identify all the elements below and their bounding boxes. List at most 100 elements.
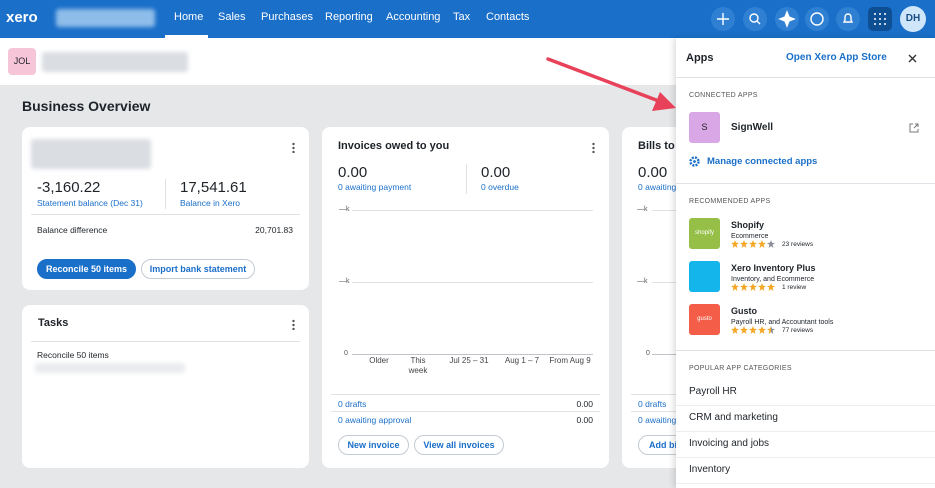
org-switcher[interactable] bbox=[56, 9, 155, 27]
axis-line bbox=[352, 354, 593, 355]
stat-value: 0.00 bbox=[481, 164, 511, 181]
nav-item[interactable]: Purchases bbox=[261, 11, 313, 23]
top-nav: xero Home Sales Purchases Reporting Acco… bbox=[0, 0, 935, 38]
add-bill-button[interactable]: Add bi bbox=[638, 435, 676, 455]
category-item[interactable]: CRM and marketing bbox=[689, 412, 778, 423]
nav-item[interactable]: Home bbox=[174, 11, 204, 23]
rating-star bbox=[758, 326, 766, 334]
logo[interactable]: xero bbox=[6, 9, 38, 26]
card-title: Bills to bbox=[638, 140, 675, 152]
menu[interactable] bbox=[592, 142, 595, 153]
task-item[interactable]: Reconcile 50 items bbox=[37, 350, 109, 360]
menu[interactable] bbox=[292, 142, 295, 153]
row-label[interactable]: 0 awaiting bbox=[638, 415, 676, 425]
app-name[interactable]: SignWell bbox=[731, 122, 774, 133]
rating-star bbox=[749, 283, 757, 291]
x-tick-label: From Aug 9 bbox=[549, 356, 591, 365]
card-title: Tasks bbox=[38, 317, 69, 329]
bills-card: Bills to 0.00 0 awaiting —k —k 0 0 draft… bbox=[622, 127, 676, 468]
apps-panel: Apps Open Xero App Store CONNECTED APPS … bbox=[676, 38, 935, 488]
divider bbox=[676, 483, 935, 484]
import-button[interactable]: Import bank statement bbox=[141, 259, 255, 279]
app-icon: shopify bbox=[689, 218, 720, 249]
rating-star bbox=[758, 283, 766, 291]
rating-star bbox=[749, 326, 757, 334]
nav-icons bbox=[711, 6, 926, 32]
new-invoice-button[interactable]: New invoice bbox=[338, 435, 409, 455]
app-name[interactable]: Shopify bbox=[731, 220, 764, 230]
divider bbox=[331, 411, 600, 412]
section-heading: RECOMMENDED APPS bbox=[689, 198, 771, 205]
store-link[interactable]: Open Xero App Store bbox=[786, 52, 887, 63]
stat-label[interactable]: 0 awaiting payment bbox=[338, 182, 412, 192]
stat-value: 0.00 bbox=[338, 164, 368, 181]
nav-item[interactable]: Accounting bbox=[386, 11, 441, 23]
rating-star bbox=[767, 326, 775, 334]
divider bbox=[676, 350, 935, 351]
app-name[interactable]: Xero Inventory Plus bbox=[731, 263, 816, 273]
diff-value: 20,701.83 bbox=[255, 225, 293, 235]
bank-card: -3,160.22 Statement balance (Dec 31) 17,… bbox=[22, 127, 309, 290]
avatar[interactable]: DH bbox=[905, 13, 921, 24]
row-label[interactable]: 0 drafts bbox=[638, 399, 667, 409]
row-value: 0.00 bbox=[576, 399, 593, 409]
x-tick-label: This week bbox=[408, 356, 428, 375]
row-value: 0.00 bbox=[576, 415, 593, 425]
account-name bbox=[31, 139, 151, 169]
nav-item[interactable]: Contacts bbox=[486, 11, 530, 23]
rating-star bbox=[740, 283, 748, 291]
grid-line bbox=[652, 282, 676, 283]
statement-balance: -3,160.22 bbox=[37, 179, 101, 196]
statement-label[interactable]: Statement balance (Dec 31) bbox=[37, 198, 143, 208]
reconcile-button[interactable]: Reconcile 50 items bbox=[37, 259, 136, 279]
invoices-card: Invoices owed to you 0.00 0 awaiting pay… bbox=[322, 127, 609, 468]
divider bbox=[165, 179, 166, 209]
row-label[interactable]: 0 awaiting approval bbox=[338, 415, 412, 425]
external-link[interactable] bbox=[909, 123, 919, 133]
x-tick-label: Older bbox=[369, 356, 389, 365]
rating-star bbox=[740, 326, 748, 334]
org-badge: JOL bbox=[8, 48, 36, 75]
category-item[interactable]: Invoicing and jobs bbox=[689, 438, 770, 449]
rating-star bbox=[767, 283, 775, 291]
app-icon: S bbox=[689, 112, 720, 143]
x-tick-label: Jul 25 – 31 bbox=[449, 356, 489, 365]
divider bbox=[676, 431, 935, 432]
nav-item[interactable]: Reporting bbox=[325, 11, 373, 23]
axis-line bbox=[652, 354, 676, 355]
y-tick-label: —k bbox=[637, 278, 648, 285]
card-title: Invoices owed to you bbox=[338, 140, 450, 152]
stat-label[interactable]: 0 overdue bbox=[481, 182, 519, 192]
category-item[interactable]: Payroll HR bbox=[689, 386, 737, 397]
row-label[interactable]: 0 drafts bbox=[338, 399, 367, 409]
rating-star bbox=[758, 240, 766, 248]
menu[interactable] bbox=[292, 319, 295, 330]
xero-label[interactable]: Balance in Xero bbox=[180, 198, 241, 208]
gear-icon bbox=[689, 156, 700, 167]
page-title: Business Overview bbox=[22, 98, 151, 114]
divider bbox=[466, 164, 467, 194]
divider bbox=[676, 457, 935, 458]
annotation-arrow bbox=[546, 57, 676, 111]
divider bbox=[676, 405, 935, 406]
close-button[interactable] bbox=[908, 54, 917, 63]
panel-title: Apps bbox=[686, 52, 714, 64]
y-tick-label: 0 bbox=[646, 350, 650, 357]
divider bbox=[631, 394, 676, 395]
category-item[interactable]: Inventory bbox=[689, 464, 731, 475]
review-count: 77 reviews bbox=[782, 327, 814, 334]
app-name[interactable]: Gusto bbox=[731, 306, 757, 316]
rating-star bbox=[740, 240, 748, 248]
view-invoices-button[interactable]: View all invoices bbox=[414, 435, 504, 455]
section-heading: CONNECTED APPS bbox=[689, 92, 758, 99]
stat-label[interactable]: 0 awaiting bbox=[638, 182, 676, 192]
rating-star bbox=[749, 240, 757, 248]
manage-link[interactable]: Manage connected apps bbox=[707, 156, 818, 167]
org-name bbox=[42, 52, 188, 72]
stat-value: 0.00 bbox=[638, 164, 668, 181]
divider bbox=[31, 341, 300, 342]
nav-item[interactable]: Tax bbox=[453, 11, 471, 23]
nav-item[interactable]: Sales bbox=[218, 11, 246, 23]
